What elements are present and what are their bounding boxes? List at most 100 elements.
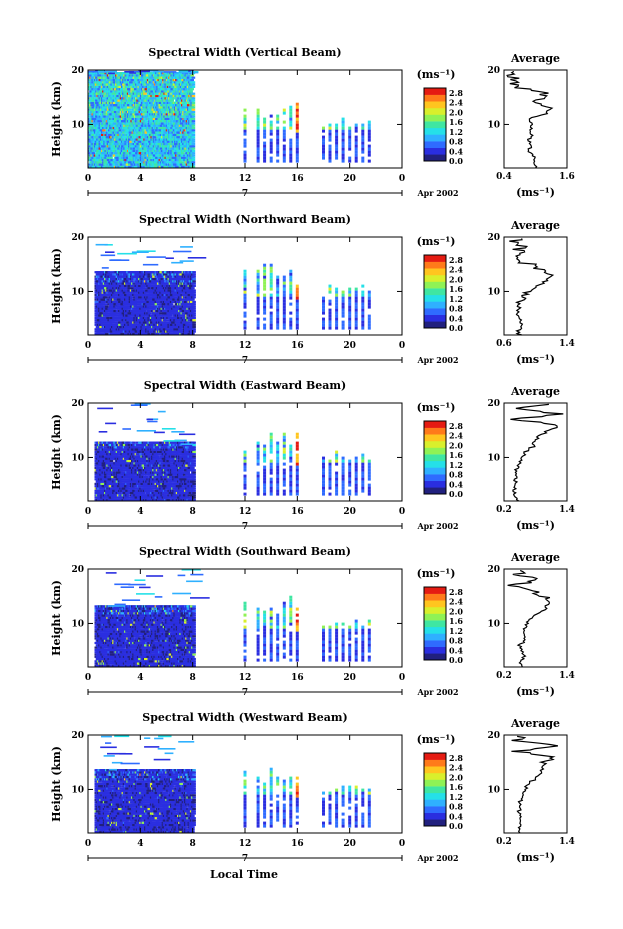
heatmap-cell <box>97 161 101 164</box>
heatmap-cell <box>173 328 177 331</box>
heatmap-cell <box>128 117 132 120</box>
heatmap-cell <box>90 147 94 150</box>
heatmap-cell <box>282 138 286 142</box>
colorbar-tick-label: 1.2 <box>449 127 463 137</box>
heatmap-cell <box>137 122 142 125</box>
heatmap-cell <box>138 70 150 73</box>
heatmap-cell <box>156 303 161 306</box>
heatmap-cell <box>108 90 112 93</box>
heatmap-cell <box>105 129 110 132</box>
heatmap-cell <box>130 81 134 84</box>
heatmap-cell <box>295 111 299 115</box>
heatmap-cell <box>335 153 339 157</box>
heatmap-cell <box>172 90 177 93</box>
colorbar-tick-label: 0.8 <box>449 137 463 147</box>
heatmap-cell <box>328 138 332 142</box>
heatmap-cell <box>183 138 187 141</box>
heatmap-cell <box>151 142 156 146</box>
heatmap-cell <box>108 72 115 75</box>
avg-x-tick-label: 0.4 <box>496 172 512 182</box>
heatmap-cell <box>151 72 156 75</box>
heatmap-cell <box>145 145 150 148</box>
heatmap-cell <box>180 328 185 331</box>
heatmap-cell <box>155 156 159 159</box>
x-tick-label: 12 <box>239 174 252 184</box>
heatmap-cell <box>263 129 267 133</box>
heatmap-cell <box>341 135 345 139</box>
heatmap-cell <box>354 126 358 130</box>
heatmap-cell <box>151 83 156 86</box>
heatmap-cell <box>102 99 106 102</box>
heatmap-cell <box>243 144 247 148</box>
heatmap-cell <box>129 72 137 74</box>
colorbar-swatch <box>424 141 446 148</box>
heatmap-cell <box>118 323 122 326</box>
heatmap-cell <box>159 330 163 333</box>
heatmap-cell <box>191 76 196 79</box>
panel-title: Spectral Width (Vertical Beam) <box>148 46 341 59</box>
heatmap-cell <box>105 305 109 308</box>
heatmap-cell <box>128 108 132 111</box>
heatmap-cell <box>128 90 132 93</box>
heatmap-cell <box>170 99 174 102</box>
heatmap-cell <box>289 120 293 124</box>
heatmap-cell <box>191 92 196 95</box>
heatmap-cell <box>335 156 339 160</box>
heatmap-cell <box>168 161 172 164</box>
heatmap-cell <box>187 319 192 322</box>
heatmap-cell <box>90 97 94 100</box>
heatmap-cell <box>192 303 196 306</box>
heatmap-cell <box>192 312 196 315</box>
heatmap-cell <box>113 110 118 114</box>
heatmap-cell <box>328 132 332 136</box>
global-x-axis-label: Local Time <box>210 868 278 881</box>
heatmap-cell <box>103 152 107 155</box>
heatmap-cell <box>141 76 145 79</box>
heatmap-cell <box>335 126 339 130</box>
heatmap-cell <box>361 150 365 154</box>
heatmap-cell <box>341 129 345 133</box>
heatmap-cell <box>88 142 92 146</box>
heatmap-cell <box>263 153 267 157</box>
heatmap-cell <box>361 138 365 142</box>
x-tick-label: 8 <box>190 174 196 184</box>
heatmap-cell <box>276 159 280 163</box>
heatmap-cell <box>104 303 108 306</box>
heatmap-cell <box>289 108 293 112</box>
heatmap-cell <box>166 140 171 143</box>
heatmap-cell <box>191 154 196 157</box>
heatmap-cell <box>144 120 149 123</box>
heatmap-cell <box>282 120 286 124</box>
heatmap-cell <box>122 108 126 111</box>
heatmap-cell <box>322 141 325 145</box>
heatmap-cell <box>191 113 196 116</box>
heatmap-cell <box>276 150 280 154</box>
heatmap-cell <box>189 76 193 79</box>
heatmap-cell <box>123 99 127 102</box>
heatmap-cell <box>256 108 260 112</box>
heatmap-cell <box>112 78 117 82</box>
heatmap-cell <box>161 303 166 306</box>
heatmap-cell <box>322 129 325 133</box>
colorbar-tick-label: 1.6 <box>449 117 463 127</box>
heatmap-cell <box>335 141 339 145</box>
heatmap-cell <box>108 120 112 123</box>
heatmap-cell <box>148 94 152 98</box>
heatmap-cell <box>269 129 273 133</box>
heatmap-cell <box>191 298 195 301</box>
heatmap-cell <box>159 312 163 315</box>
heatmap-cell <box>88 74 92 77</box>
heatmap-cell <box>174 72 178 75</box>
heatmap-cell <box>192 330 196 333</box>
heatmap-cell <box>295 141 299 145</box>
heatmap-cell <box>191 140 196 143</box>
heatmap-cell <box>341 126 345 130</box>
heatmap-cell <box>153 115 158 118</box>
heatmap-cell <box>97 81 101 84</box>
heatmap-cell <box>186 305 190 308</box>
heatmap-cell <box>335 129 339 133</box>
heatmap-cell <box>158 76 163 79</box>
heatmap-cell <box>166 124 171 127</box>
heatmap-cell <box>104 296 108 299</box>
